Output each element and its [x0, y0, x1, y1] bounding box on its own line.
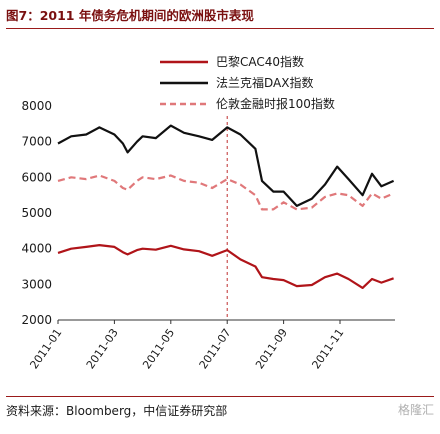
x-tick-label: 2011-11	[309, 326, 346, 371]
y-tick-label: 2000	[21, 313, 52, 327]
legend-label-2: 伦敦金融时报100指数	[216, 96, 335, 111]
legend-label-0: 巴黎CAC40指数	[216, 54, 304, 69]
x-tick-label: 2011-03	[84, 326, 121, 371]
y-tick-label: 5000	[21, 206, 52, 220]
y-tick-label: 3000	[21, 277, 52, 291]
legend-label-1: 法兰克福DAX指数	[216, 75, 313, 90]
x-tick-label: 2011-07	[197, 326, 234, 371]
x-tick-label: 2011-09	[253, 326, 290, 371]
page-title: 图7：2011 年债务危机期间的欧洲股市表现	[6, 6, 434, 29]
line-chart: 2000 3000 4000 5000 6000 7000 8000 2011-01 2011…	[21, 54, 395, 371]
y-tick-label: 4000	[21, 242, 52, 256]
series-line-2	[57, 174, 395, 211]
source-note: 资料来源：Bloomberg，中信证券研究部	[6, 396, 434, 425]
y-tick-label: 7000	[21, 135, 52, 149]
y-tick-label: 8000	[21, 99, 52, 113]
series-line-1	[57, 124, 395, 207]
x-tick-label: 2011-05	[140, 326, 177, 371]
series-line-0	[57, 244, 394, 289]
x-tick-label: 2011-01	[27, 326, 64, 371]
y-tick-label: 6000	[21, 170, 52, 184]
watermark-logo: 格隆汇	[397, 403, 434, 417]
